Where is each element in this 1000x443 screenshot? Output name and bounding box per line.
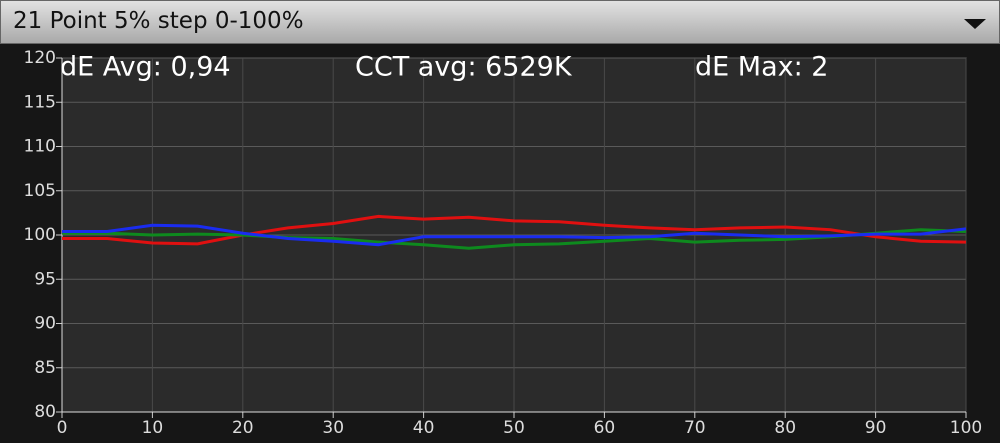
chart-title: 21 Point 5% step 0-100% (13, 8, 304, 34)
x-tick-label: 90 (865, 418, 887, 438)
annotation: dE Max: 2 (695, 52, 828, 83)
x-tick-label: 30 (322, 418, 344, 438)
y-tick-label: 80 (34, 402, 56, 422)
y-tick-label: 95 (34, 269, 56, 289)
series-line (62, 223, 967, 247)
x-tick-label: 50 (503, 418, 525, 438)
y-tick-label: 110 (24, 137, 56, 157)
x-tick-label: 40 (413, 418, 435, 438)
header: 21 Point 5% step 0-100% (0, 0, 1000, 44)
annotation: dE Avg: 0,94 (60, 52, 231, 83)
y-tick-label: 90 (34, 314, 56, 334)
y-tick-label: 100 (24, 225, 56, 245)
x-tick-label: 80 (774, 418, 796, 438)
x-tick-label: 100 (950, 418, 982, 438)
y-tick-label: 105 (24, 181, 56, 201)
x-tick-label: 20 (232, 418, 254, 438)
y-tick-label: 120 (24, 48, 56, 68)
x-tick-label: 70 (684, 418, 706, 438)
x-tick-label: 0 (57, 418, 68, 438)
y-tick-label: 85 (34, 358, 56, 378)
y-tick-label: 115 (24, 92, 56, 112)
x-tick-label: 60 (594, 418, 616, 438)
dropdown-arrow[interactable] (1, 1, 1000, 45)
x-tick-label: 10 (142, 418, 164, 438)
annotation: CCT avg: 6529K (355, 52, 573, 83)
series-line (62, 214, 967, 246)
